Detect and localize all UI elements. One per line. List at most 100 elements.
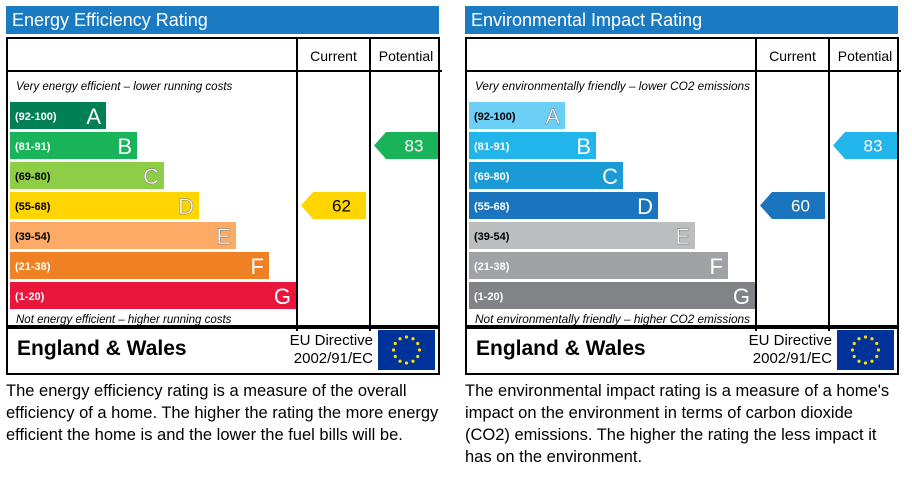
band-letter: C bbox=[602, 164, 618, 189]
rating-band-a bbox=[469, 102, 565, 129]
environmental-impact-title: Environmental Impact Rating bbox=[465, 6, 898, 34]
eu-flag-icon bbox=[378, 330, 435, 370]
band-range-label: (1-20) bbox=[474, 291, 504, 303]
band-letter: F bbox=[710, 254, 723, 279]
current-column-header: Current bbox=[769, 48, 816, 64]
eu-star bbox=[416, 341, 420, 346]
eu-star bbox=[857, 337, 861, 341]
eu-star bbox=[411, 359, 415, 363]
band-letter: D bbox=[637, 194, 653, 219]
band-letter: B bbox=[117, 134, 132, 159]
bottom-note: Not energy efficient – higher running co… bbox=[16, 314, 232, 326]
rating-band-d bbox=[469, 192, 658, 219]
eu-star bbox=[398, 359, 402, 363]
environmental-impact-chart-svg: Current Potential Very environmentally fri… bbox=[467, 39, 901, 331]
band-range-label: (69-80) bbox=[15, 171, 51, 183]
rating-band-c bbox=[469, 162, 623, 189]
band-letter: B bbox=[576, 134, 591, 159]
current-arrow bbox=[760, 192, 825, 219]
eu-star bbox=[875, 341, 879, 346]
eu-star bbox=[863, 335, 868, 339]
rating-band-b bbox=[469, 132, 596, 159]
band-letter: A bbox=[86, 104, 101, 129]
rating-band-b bbox=[10, 132, 137, 159]
eu-star bbox=[876, 348, 881, 352]
environmental-impact-footer: England & Wales EU Directive 2002/91/EC bbox=[465, 325, 899, 375]
eu-star bbox=[875, 354, 879, 359]
eu-flag-icon bbox=[837, 330, 894, 370]
eu-star bbox=[863, 361, 868, 365]
band-letter: A bbox=[545, 104, 560, 129]
band-letter: E bbox=[675, 224, 690, 249]
potential-column-header: Potential bbox=[838, 48, 892, 64]
eu-star bbox=[391, 348, 396, 352]
eu-directive-text: EU Directive 2002/91/EC bbox=[692, 332, 832, 368]
eu-star bbox=[404, 361, 409, 365]
eu-directive-line1: EU Directive bbox=[289, 332, 373, 349]
potential-arrow bbox=[374, 132, 438, 159]
eu-star bbox=[393, 341, 397, 346]
eu-directive-line1: EU Directive bbox=[748, 332, 832, 349]
eu-star bbox=[393, 354, 397, 359]
potential-rating-value: 83 bbox=[864, 137, 883, 156]
energy-efficiency-title: Energy Efficiency Rating bbox=[6, 6, 439, 34]
eu-star bbox=[416, 354, 420, 359]
band-range-label: (55-68) bbox=[474, 201, 510, 213]
energy-efficiency-footer: England & Wales EU Directive 2002/91/EC bbox=[6, 325, 440, 375]
top-note: Very environmentally friendly – lower CO… bbox=[475, 81, 750, 93]
current-column-header: Current bbox=[310, 48, 357, 64]
band-range-label: (21-38) bbox=[15, 261, 51, 273]
potential-rating-value: 83 bbox=[405, 137, 424, 156]
bottom-note: Not environmentally friendly – higher CO… bbox=[475, 314, 750, 326]
current-rating-value: 62 bbox=[332, 197, 351, 216]
band-range-label: (39-54) bbox=[474, 231, 510, 243]
eu-directive-line2: 2002/91/EC bbox=[752, 350, 832, 367]
band-letter: C bbox=[143, 164, 159, 189]
band-letter: G bbox=[733, 284, 750, 309]
energy-efficiency-chart: Current Potential Very energy efficient – … bbox=[6, 37, 442, 331]
environmental-impact-panel: Environmental Impact Rating Current Poten… bbox=[465, 6, 901, 476]
energy-efficiency-chart-svg: Current Potential Very energy efficient – … bbox=[8, 39, 442, 331]
rating-band-f bbox=[469, 252, 728, 279]
current-arrow bbox=[301, 192, 366, 219]
eu-star bbox=[411, 337, 415, 341]
rating-band-d bbox=[10, 192, 199, 219]
band-range-label: (69-80) bbox=[474, 171, 510, 183]
band-letter: F bbox=[251, 254, 264, 279]
band-range-label: (39-54) bbox=[15, 231, 51, 243]
eu-directive-text: EU Directive 2002/91/EC bbox=[233, 332, 373, 368]
eu-directive-line2: 2002/91/EC bbox=[293, 350, 373, 367]
rating-band-e bbox=[10, 222, 236, 249]
current-rating-value: 60 bbox=[791, 197, 810, 216]
band-range-label: (21-38) bbox=[474, 261, 510, 273]
eu-star bbox=[850, 348, 855, 352]
environmental-impact-chart: Current Potential Very environmentally fri… bbox=[465, 37, 901, 331]
eu-star bbox=[870, 359, 874, 363]
rating-band-e bbox=[469, 222, 695, 249]
band-range-label: (81-91) bbox=[474, 141, 510, 153]
region-label: England & Wales bbox=[476, 337, 646, 360]
top-note: Very energy efficient – lower running co… bbox=[16, 81, 233, 93]
energy-efficiency-panel: Energy Efficiency Rating Current Potentia… bbox=[6, 6, 442, 476]
band-letter: E bbox=[216, 224, 231, 249]
potential-arrow bbox=[833, 132, 897, 159]
eu-star bbox=[417, 348, 422, 352]
rating-band-a bbox=[10, 102, 106, 129]
eu-star bbox=[398, 337, 402, 341]
energy-efficiency-description: The energy efficiency rating is a measur… bbox=[6, 382, 439, 444]
band-range-label: (81-91) bbox=[15, 141, 51, 153]
rating-band-f bbox=[10, 252, 269, 279]
rating-band-g bbox=[469, 282, 755, 309]
eu-star bbox=[404, 335, 409, 339]
band-letter: D bbox=[178, 194, 194, 219]
eu-star bbox=[852, 341, 856, 346]
eu-star bbox=[852, 354, 856, 359]
band-range-label: (92-100) bbox=[15, 111, 57, 123]
potential-column-header: Potential bbox=[379, 48, 433, 64]
band-range-label: (55-68) bbox=[15, 201, 51, 213]
band-range-label: (92-100) bbox=[474, 111, 516, 123]
band-range-label: (1-20) bbox=[15, 291, 45, 303]
eu-star bbox=[857, 359, 861, 363]
band-letter: G bbox=[274, 284, 291, 309]
region-label: England & Wales bbox=[17, 337, 187, 360]
